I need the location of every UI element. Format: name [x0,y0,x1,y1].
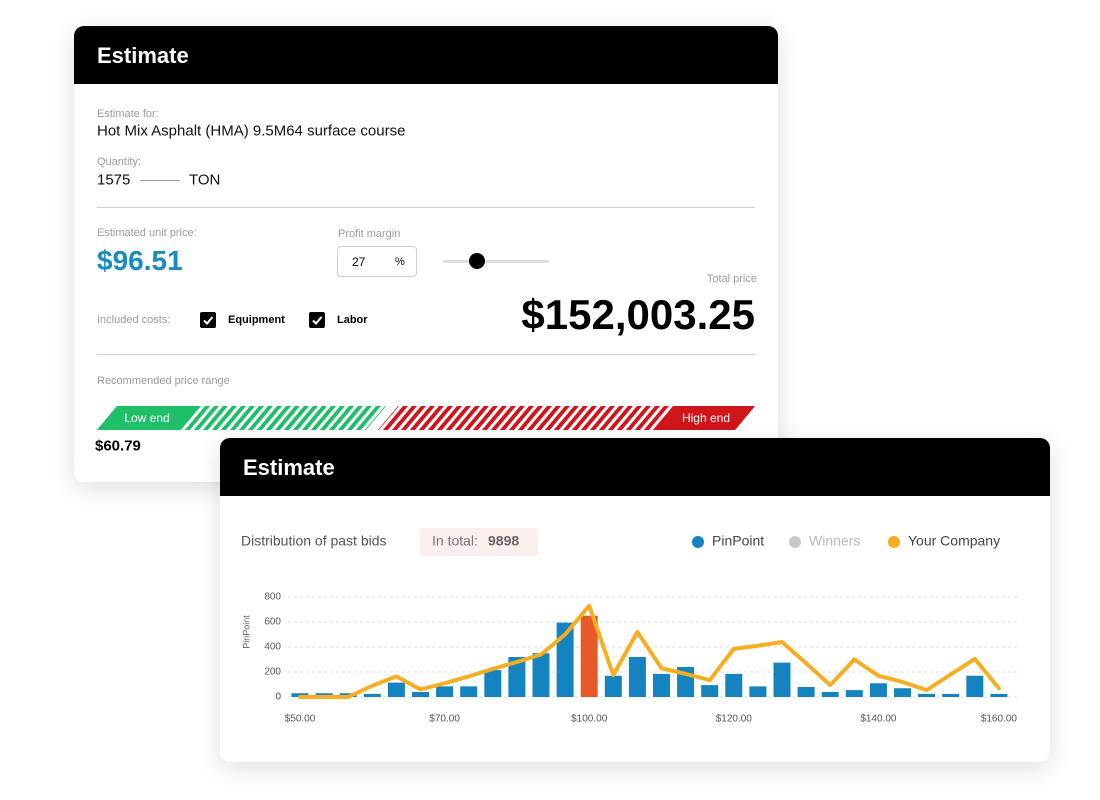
total-price: $152,003.25 [521,291,755,338]
card-title: Estimate [97,43,189,68]
bar [412,692,429,697]
bar [918,693,936,697]
card-title: Estimate [243,455,335,480]
check [312,316,323,325]
high-end [657,406,755,430]
bar [797,687,815,697]
bar [556,622,574,697]
bar [966,675,984,697]
bar [821,692,839,697]
profit-input[interactable]: 27 % [337,246,417,277]
cost-label: Equipment [228,314,285,326]
label: Profit margin [338,228,401,240]
bar [869,683,887,697]
divider [97,354,755,355]
x-tick-label: $50.00 [285,714,316,725]
divider [97,207,755,208]
bar [701,685,719,697]
price-range-bar: Low end High end [97,406,755,430]
bar [460,686,478,697]
bar [532,653,550,697]
high-range [378,406,755,430]
label: Estimate for: [97,108,159,120]
checkbox[interactable] [200,312,216,328]
unit: TON [189,171,221,189]
legend-label[interactable]: PinPoint [712,533,764,549]
high-end-label: High end [682,411,730,425]
x-tick-label: $120.00 [716,714,753,725]
slider-knob[interactable] [469,253,485,269]
y-tick-label: 200 [264,667,281,678]
bar [653,673,670,697]
bar [484,670,502,697]
bar [387,682,405,697]
legend-marker[interactable] [888,536,900,548]
low-end-price: $60.79 [95,437,141,455]
estimate-card: Estimate Estimate for: Hot Mix Asphalt (… [74,26,778,482]
low-end-label: Low end [124,411,169,425]
y-tick-label: 0 [275,692,281,703]
chart-title: Distribution of past bids [241,533,387,549]
legend-label[interactable]: Your Company [908,533,1000,549]
bar [990,693,1008,697]
bar [363,693,381,697]
cost-label: Labor [337,314,368,326]
unit: % [395,256,405,268]
x-tick-label: $140.00 [860,714,897,725]
bar [845,690,863,697]
x-tick-label: $70.00 [429,714,460,725]
legend-marker[interactable] [692,536,704,548]
legend-marker[interactable] [789,536,801,548]
bids-card: Estimate Distribution of past bids In to… [220,438,1050,762]
label: Included costs: [97,314,171,326]
label: Recommended price range [97,375,230,387]
quantity[interactable]: 1575 [97,171,131,189]
bar [436,686,454,697]
y-tick-label: 400 [264,642,281,653]
bar [508,657,526,697]
card-header: Estimate [220,438,1050,496]
bar [749,686,767,697]
x-tick-label: $100.00 [571,714,608,725]
checkbox[interactable] [309,312,325,328]
bar [604,675,622,697]
unit-price: $96.51 [97,245,183,276]
legend-label[interactable]: Winners [809,533,860,549]
bar [628,657,646,697]
bar [725,673,743,697]
y-tick-label: 800 [264,592,281,603]
label: Total price [706,273,757,285]
check [203,316,214,325]
label: Estimated unit price: [97,227,197,239]
bar [894,688,911,697]
low-end [97,406,197,430]
y-axis-label: PinPoint [241,615,251,649]
bar [580,615,598,697]
total-label: In total: [432,533,478,549]
chart: Distribution of past bids In total: 9898… [241,528,1020,725]
bar [942,693,960,697]
product: Hot Mix Asphalt (HMA) 9.5M64 surface cou… [97,122,406,140]
card-header: Estimate [74,26,778,84]
x-tick-label: $160.00 [981,714,1018,725]
line [298,603,1001,699]
total-pill [420,528,538,556]
label: Quantity: [97,156,142,168]
slider-track[interactable] [443,260,549,263]
bar [773,662,791,697]
total: 9898 [488,533,519,549]
profit-margin: 27 [352,255,366,269]
y-tick-label: 600 [264,617,281,628]
separator [140,180,180,181]
